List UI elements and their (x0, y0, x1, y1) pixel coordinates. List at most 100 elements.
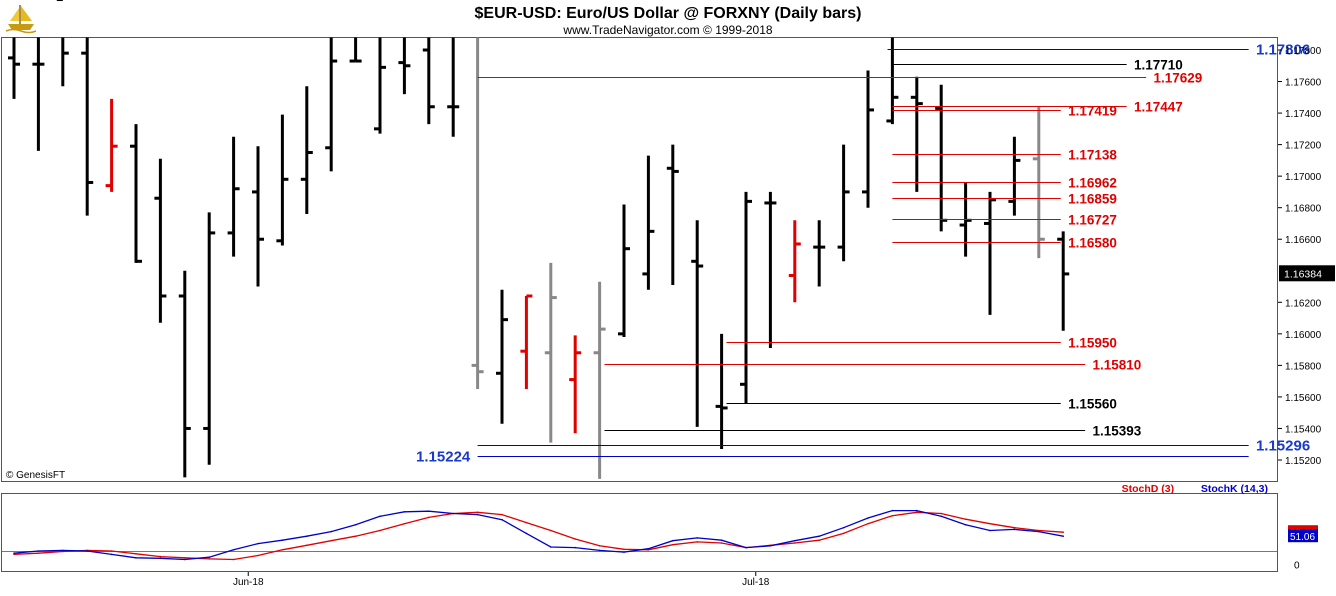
stochastic-point (86, 550, 88, 552)
stochastic-point (354, 535, 357, 537)
price-level: 1.16962 (892, 176, 1117, 191)
price-tick: 1.17800 (1278, 46, 1322, 57)
price-tick: 1.16800 (1278, 204, 1322, 215)
stochastic-point (989, 522, 991, 525)
stochastic-point (1013, 528, 1016, 531)
stochastic-point (330, 539, 333, 542)
stochastic-point (623, 551, 625, 553)
stochastic-point (257, 554, 259, 557)
price-tick-label: 1.17400 (1285, 109, 1322, 120)
stochastic-axis: 057.6651.06 (1288, 525, 1318, 572)
price-bar (325, 37, 338, 172)
stochastic-point (794, 542, 796, 544)
stochastic-point (916, 511, 918, 514)
stochastic-point (525, 521, 528, 524)
watermark: © GenesisFT (6, 470, 65, 481)
stochastic-point (281, 549, 284, 551)
price-bar (471, 37, 484, 390)
stochastic-point (1038, 530, 1040, 533)
price-level: 1.17710 (892, 58, 1183, 73)
stochastic-point (891, 514, 894, 517)
stochastic-point (452, 512, 455, 515)
sailing-ship-icon (4, 2, 38, 34)
price-level: 1.16727 (892, 213, 1117, 228)
stochastic-point (696, 537, 698, 539)
price-level: 1.15560 (726, 397, 1117, 412)
price-level: 1.17419 (892, 104, 1117, 119)
stochastic-value-badge: 51.06 (1288, 529, 1318, 543)
price-bar (447, 37, 460, 137)
price-bar (691, 220, 704, 427)
price-panel (1, 37, 1278, 482)
stochastic-point (62, 550, 64, 553)
price-bar (813, 220, 826, 287)
price-bar (1008, 136, 1021, 216)
stochastic-point (867, 517, 869, 519)
price-tick: 1.16600 (1278, 235, 1322, 246)
price-tick-label: 1.16200 (1285, 298, 1322, 309)
stochastic-point (232, 549, 235, 551)
price-bar (154, 158, 167, 323)
price-tick-label: 1.17600 (1285, 78, 1322, 89)
stochastic-point (574, 538, 576, 540)
stochastic-point (842, 532, 845, 535)
level-label: 1.15393 (1092, 424, 1141, 439)
level-label: 1.15950 (1068, 336, 1117, 351)
date-axis: Jun-18 Jul-18 (233, 572, 770, 588)
price-tick: 1.15600 (1278, 393, 1322, 404)
price-bar (56, 0, 69, 87)
stochastic-point (720, 539, 723, 541)
price-bar (618, 204, 630, 337)
price-bar (105, 98, 118, 192)
stochastic-point (1013, 526, 1016, 529)
stochastic-panel (1, 493, 1278, 572)
chart-subtitle: www.TradeNavigator.com © 1999-2018 (562, 23, 772, 37)
price-tick: 1.17000 (1278, 172, 1322, 183)
stochastic-point (623, 548, 625, 551)
price-bar (935, 84, 948, 232)
stochastic-point (306, 535, 308, 537)
stochastic-point (306, 544, 308, 547)
stochastic-point (208, 556, 210, 558)
level-label: 1.17806 (1256, 42, 1310, 59)
stochastic-point (379, 515, 381, 518)
price-bar (8, 37, 20, 99)
stochastic-point (794, 539, 796, 542)
price-bar (130, 124, 142, 263)
price-tick: 1.17600 (1278, 78, 1322, 89)
price-bar (300, 86, 313, 214)
price-tick-label: 1.15600 (1285, 393, 1322, 404)
last-price-label: 1.16384 (1284, 268, 1322, 280)
stochastic-point (964, 518, 967, 520)
stochastic-point (940, 515, 942, 518)
price-tick-label: 1.17000 (1285, 172, 1322, 183)
stochastic-point (598, 549, 601, 552)
stochastic-point (745, 546, 747, 549)
price-tick-label: 1.15200 (1285, 456, 1322, 467)
price-bar (252, 146, 264, 287)
stochastic-point (818, 539, 820, 541)
stochastic-point (110, 550, 113, 552)
price-bar (520, 294, 533, 390)
stochastic-value-label: 51.06 (1290, 532, 1315, 543)
price-bar (984, 191, 996, 315)
price-tick: 1.17400 (1278, 109, 1322, 120)
level-label: 1.17710 (1134, 58, 1183, 73)
stochastic-point (379, 529, 381, 532)
price-bar (544, 262, 557, 443)
price-level: 1.17447 (892, 100, 1183, 115)
stochastic-point (330, 530, 333, 533)
stochastic-point (476, 511, 479, 514)
price-tick: 1.16200 (1278, 298, 1322, 309)
price-tick-label: 1.16000 (1285, 330, 1322, 341)
stochastic-point (891, 509, 894, 512)
price-bar (788, 220, 801, 303)
price-bar (227, 136, 240, 257)
stochastic-point (281, 539, 284, 541)
price-bar (715, 333, 728, 449)
stochastic-point (13, 553, 15, 556)
stochastic-point (403, 511, 406, 513)
level-label: 1.17629 (1153, 71, 1202, 86)
